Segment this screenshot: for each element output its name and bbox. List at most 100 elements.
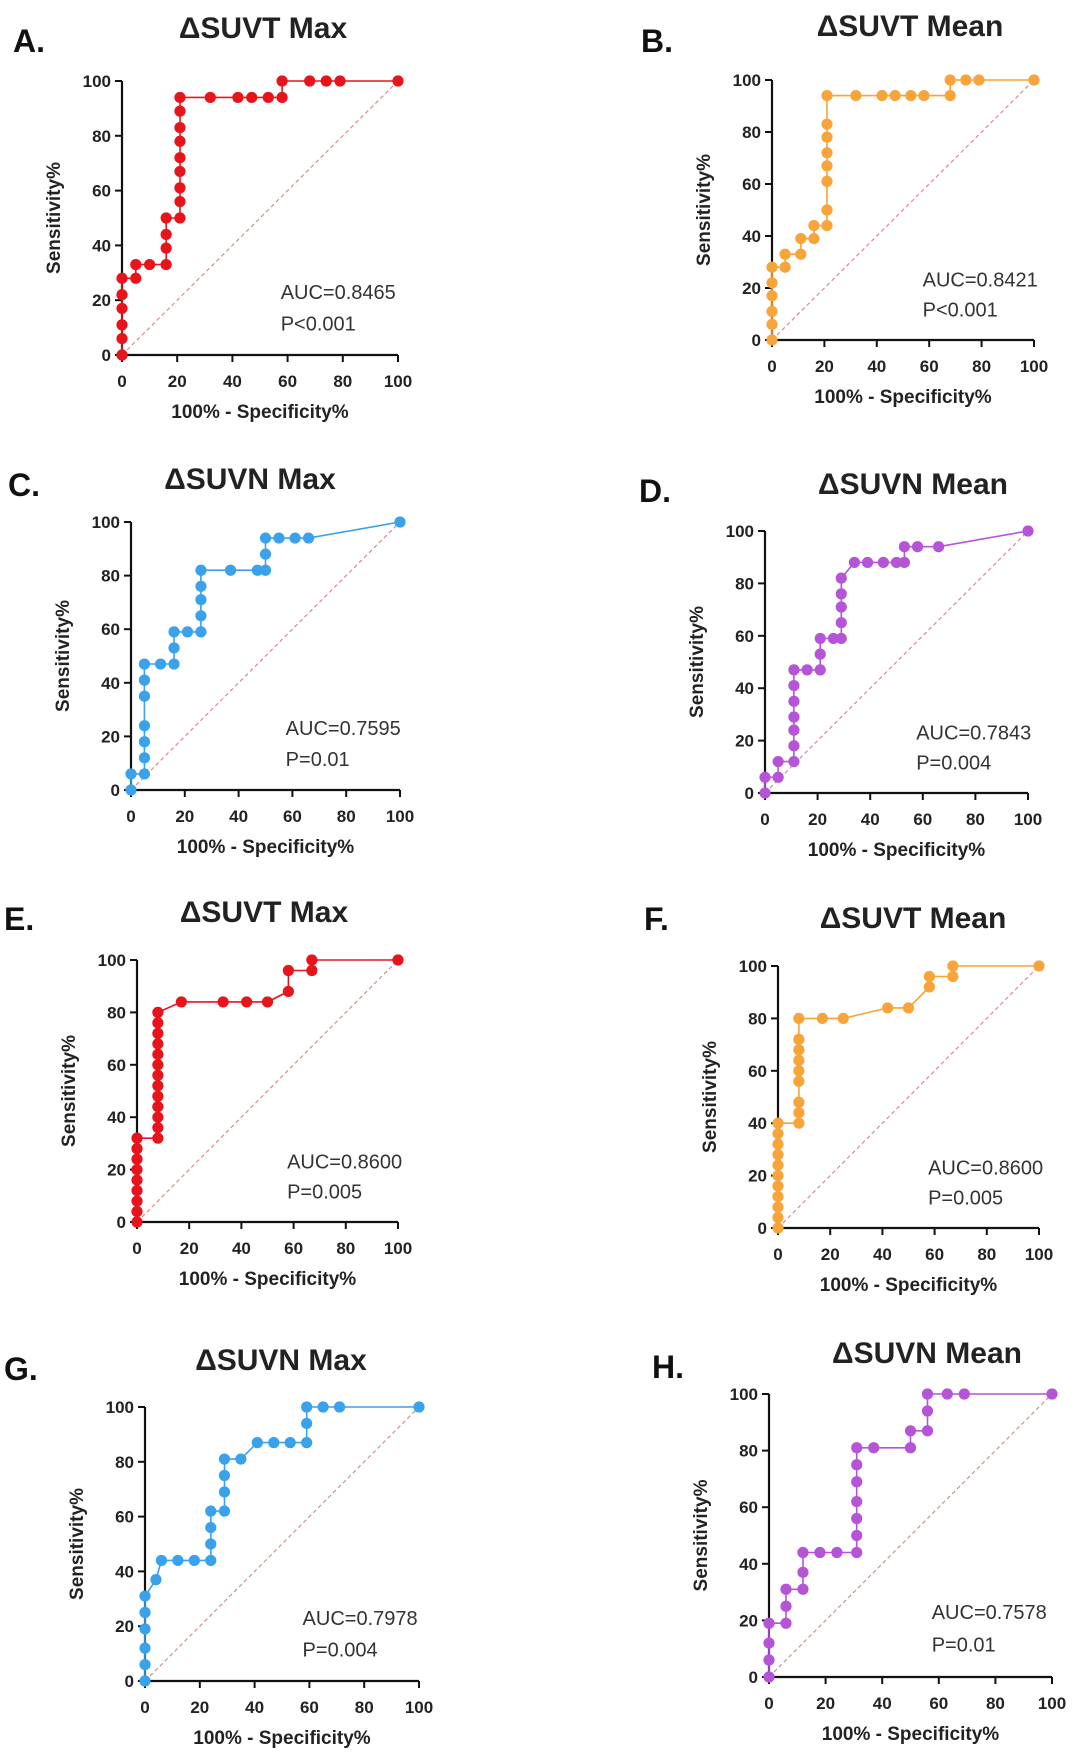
- roc-point: [154, 658, 167, 670]
- roc-point: [1022, 525, 1034, 537]
- roc-point: [795, 248, 807, 260]
- roc-point: [168, 642, 180, 654]
- p-value-annotation: P<0.001: [281, 313, 356, 335]
- roc-point: [904, 1425, 917, 1437]
- roc-point: [772, 1190, 784, 1203]
- roc-point: [793, 1033, 805, 1045]
- x-tick-label: 100: [386, 807, 414, 826]
- panel-label: A.: [13, 23, 45, 59]
- roc-point: [150, 1574, 162, 1586]
- panel-title: ΔSUVN Mean: [832, 1337, 1022, 1370]
- roc-point: [152, 1038, 164, 1050]
- roc-point: [772, 1180, 784, 1192]
- y-tick-label: 0: [749, 1668, 758, 1687]
- y-tick-label: 0: [102, 346, 111, 365]
- x-tick-label: 20: [175, 807, 194, 826]
- x-tick-label: 80: [355, 1698, 374, 1717]
- roc-point: [138, 690, 151, 702]
- roc-point: [138, 752, 151, 764]
- roc-point: [808, 233, 820, 245]
- roc-point: [904, 1442, 917, 1454]
- p-value-annotation: P=0.005: [287, 1181, 362, 1203]
- x-tick-label: 80: [336, 1239, 355, 1258]
- roc-point: [301, 1437, 313, 1449]
- y-axis-label: Sensitivity%: [691, 1479, 712, 1591]
- roc-point: [174, 212, 186, 224]
- roc-point: [317, 1401, 329, 1413]
- panel-title: ΔSUVN Max: [195, 1344, 367, 1377]
- panel-title: ΔSUVN Max: [164, 463, 336, 496]
- roc-point: [320, 75, 332, 87]
- y-tick-label: 40: [101, 674, 120, 693]
- roc-point: [923, 970, 935, 983]
- y-tick-label: 100: [83, 72, 111, 91]
- roc-point: [116, 289, 128, 301]
- roc-point: [152, 1080, 164, 1092]
- y-tick-label: 100: [98, 951, 126, 970]
- x-tick-label: 20: [168, 372, 187, 391]
- roc-point: [262, 91, 274, 104]
- roc-point: [155, 1554, 168, 1567]
- roc-point: [766, 334, 778, 346]
- panel-label: B.: [641, 23, 673, 59]
- roc-point: [772, 1211, 784, 1224]
- roc-point: [152, 1048, 164, 1060]
- roc-point: [172, 1554, 184, 1567]
- roc-point: [131, 1153, 143, 1165]
- roc-point: [788, 755, 800, 768]
- y-tick-label: 40: [92, 236, 111, 255]
- roc-point: [218, 1505, 231, 1517]
- roc-point: [772, 755, 784, 768]
- panel-label: G.: [4, 1351, 38, 1387]
- roc-point: [882, 1002, 894, 1014]
- roc-point: [251, 1437, 263, 1449]
- roc-point: [174, 195, 186, 208]
- roc-point: [125, 784, 137, 796]
- y-axis-label: Sensitivity%: [700, 1041, 721, 1153]
- roc-point: [816, 1012, 828, 1024]
- y-tick-label: 20: [92, 291, 111, 310]
- roc-point: [174, 91, 186, 104]
- roc-point: [251, 564, 264, 576]
- roc-point: [138, 720, 151, 732]
- roc-point: [889, 90, 901, 102]
- p-value-annotation: P=0.01: [932, 1635, 996, 1657]
- y-tick-label: 60: [742, 175, 761, 194]
- roc-point: [273, 532, 285, 544]
- roc-point: [898, 556, 910, 569]
- roc-point: [808, 220, 820, 232]
- roc-point: [851, 1546, 863, 1559]
- panel-label: E.: [4, 901, 34, 937]
- y-tick-label: 80: [742, 123, 761, 142]
- roc-point: [152, 1059, 164, 1071]
- reference-diagonal: [130, 521, 401, 791]
- roc-curve: [768, 1393, 1052, 1677]
- roc-point: [772, 1149, 784, 1161]
- roc-point: [921, 1405, 934, 1417]
- roc-point: [780, 1617, 792, 1629]
- roc-point: [152, 1027, 164, 1039]
- y-tick-label: 60: [92, 182, 111, 201]
- x-tick-label: 60: [920, 357, 939, 376]
- roc-point: [131, 1216, 143, 1228]
- x-axis-label: 100% - Specificity%: [808, 840, 986, 861]
- roc-point: [797, 1546, 809, 1559]
- roc-point: [850, 90, 862, 102]
- y-tick-label: 100: [726, 522, 754, 541]
- x-axis-label: 100% - Specificity%: [822, 1724, 1000, 1745]
- roc-point: [793, 1117, 805, 1129]
- y-tick-label: 100: [739, 957, 767, 976]
- roc-point: [848, 556, 861, 569]
- roc-point: [188, 1554, 200, 1567]
- roc-point: [218, 1469, 231, 1482]
- roc-point: [139, 1642, 151, 1654]
- auc-annotation: AUC=0.8600: [287, 1151, 402, 1173]
- y-tick-label: 80: [101, 567, 120, 586]
- roc-point: [289, 532, 301, 544]
- roc-point: [766, 305, 778, 317]
- roc-point: [268, 1437, 280, 1449]
- roc-point: [763, 1671, 775, 1683]
- roc-point: [861, 556, 874, 569]
- roc-point: [851, 1529, 863, 1542]
- x-tick-label: 40: [873, 1245, 892, 1264]
